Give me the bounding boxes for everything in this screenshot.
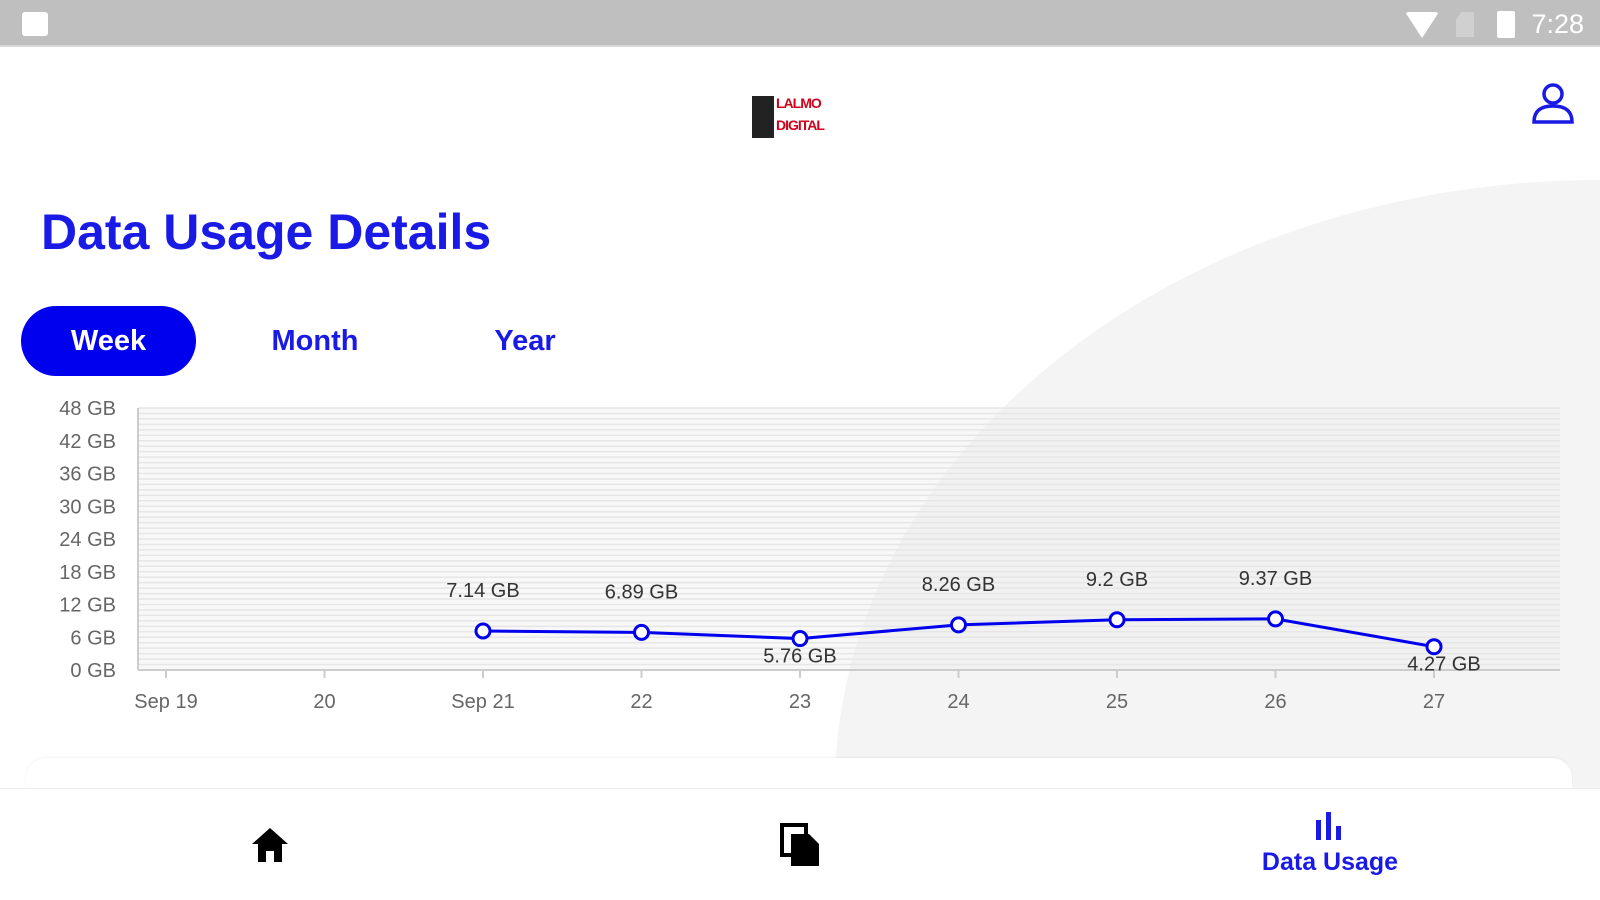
documents-icon [780,822,819,866]
data-point [1267,610,1284,628]
y-tick-label: 18 GB [59,562,116,584]
details-card [26,758,1572,788]
y-tick-label: 48 GB [59,398,116,420]
logo-text: LALMO DIGITAL [776,95,825,133]
data-point [474,622,492,640]
data-label: 6.89 GB [605,581,678,603]
x-tick-label: 23 [789,691,811,713]
image-icon [22,12,48,36]
status-time: 7:28 [1531,9,1584,39]
y-tick-label: 42 GB [59,431,116,453]
tab-year[interactable]: Year [494,324,556,357]
bottom-nav: Data Usage [0,788,1600,900]
battery-icon [1497,11,1515,38]
no-sim-icon [1456,12,1474,37]
y-tick-label: 24 GB [59,529,116,551]
data-label: 5.76 GB [763,646,836,668]
x-tick-label: 24 [947,691,969,713]
nav-data-usage-label: Data Usage [1261,848,1399,876]
nav-data-usage[interactable]: Data Usage [1230,789,1430,900]
wifi-icon [1405,12,1439,38]
nav-documents[interactable] [760,789,840,900]
data-label: 7.14 GB [446,580,519,602]
app-logo: LALMO DIGITAL [750,88,825,140]
x-tick-label: Sep 21 [451,691,514,713]
data-label: 4.27 GB [1407,654,1480,676]
data-point [950,616,967,634]
page-title: Data Usage Details [41,204,492,260]
tab-week[interactable]: Week [21,306,196,376]
y-tick-label: 0 GB [70,660,116,682]
data-point [1108,611,1126,629]
x-tick-label: 26 [1264,691,1286,713]
x-tick-label: 22 [630,691,652,713]
y-tick-label: 6 GB [70,627,116,649]
data-usage-chart: 0 GB 6 GB 12 GB 18 GB 24 GB 30 GB 36 GB 42 GB 48… [59,398,1560,713]
data-point [633,623,650,641]
home-icon [252,827,288,862]
data-label: 9.37 GB [1239,568,1312,590]
x-tick-label: 20 [313,691,335,713]
data-label: 9.2 GB [1086,569,1148,591]
user-icon[interactable] [1530,82,1576,126]
y-tick-label: 36 GB [59,464,116,486]
x-tick-label: 25 [1106,691,1128,713]
y-tick-label: 12 GB [59,595,116,617]
bar-chart-icon [1316,812,1341,840]
data-point [791,630,809,648]
x-tick-label: 27 [1423,691,1445,713]
data-label: 8.26 GB [922,574,995,596]
y-tick-label: 30 GB [59,496,116,518]
x-tick-label: Sep 19 [134,691,197,713]
data-point [1425,638,1443,656]
status-bar: 7:28 [0,0,1600,47]
tab-month[interactable]: Month [271,324,359,357]
nav-home[interactable] [230,789,310,900]
